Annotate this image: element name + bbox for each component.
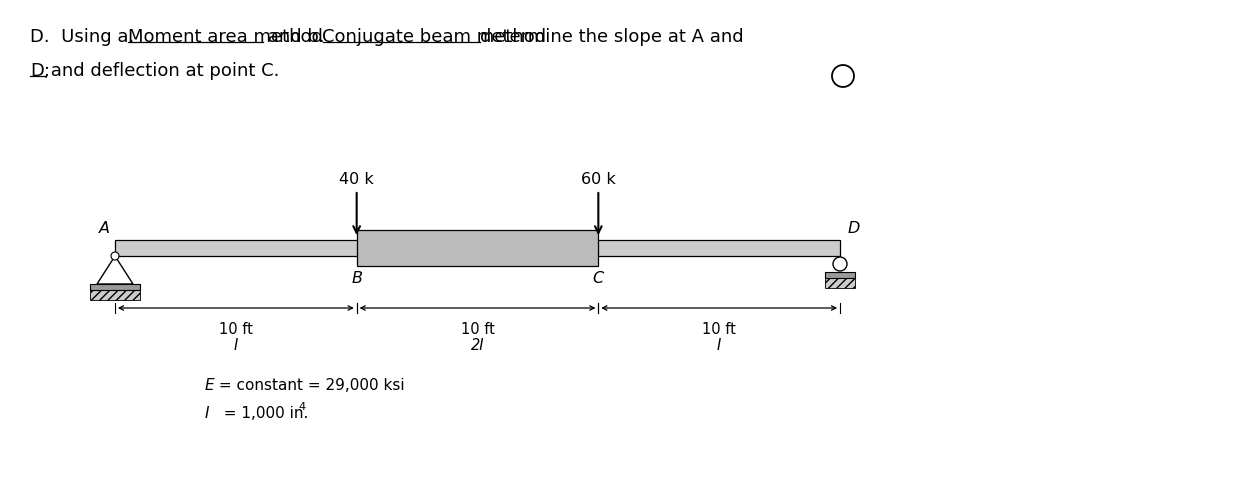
Text: C: C [593, 271, 604, 286]
Text: E: E [206, 378, 214, 393]
Bar [825, 278, 855, 288]
Text: 10 ft: 10 ft [219, 322, 253, 337]
Text: B: B [352, 271, 363, 286]
Text: 10 ft: 10 ft [702, 322, 737, 337]
Text: and deflection at point C.: and deflection at point C. [45, 62, 280, 80]
Text: = constant = 29,000 ksi: = constant = 29,000 ksi [214, 378, 405, 393]
Bar [357, 230, 598, 266]
Bar [90, 290, 140, 300]
Bar [115, 240, 841, 256]
Text: D;: D; [30, 62, 50, 80]
Text: Conjugate beam method: Conjugate beam method [323, 28, 547, 46]
Text: D.  Using a.: D. Using a. [30, 28, 140, 46]
Circle shape [833, 257, 847, 271]
Bar [825, 272, 855, 278]
Polygon shape [97, 256, 132, 284]
Text: 10 ft: 10 ft [461, 322, 494, 337]
Text: Moment area method: Moment area method [128, 28, 322, 46]
Text: and b.: and b. [262, 28, 331, 46]
Text: I: I [234, 338, 238, 353]
Text: 60 k: 60 k [581, 172, 615, 187]
Text: 2I: 2I [470, 338, 484, 353]
Text: I: I [206, 406, 209, 421]
Circle shape [111, 252, 119, 260]
Text: I: I [717, 338, 722, 353]
Text: 40 k: 40 k [339, 172, 374, 187]
Text: = 1,000 in.: = 1,000 in. [214, 406, 308, 421]
Text: A: A [99, 221, 110, 236]
Text: 4: 4 [298, 402, 306, 412]
Text: D: D [848, 221, 860, 236]
Text: determine the slope at A and: determine the slope at A and [480, 28, 744, 46]
Bar [90, 284, 140, 290]
